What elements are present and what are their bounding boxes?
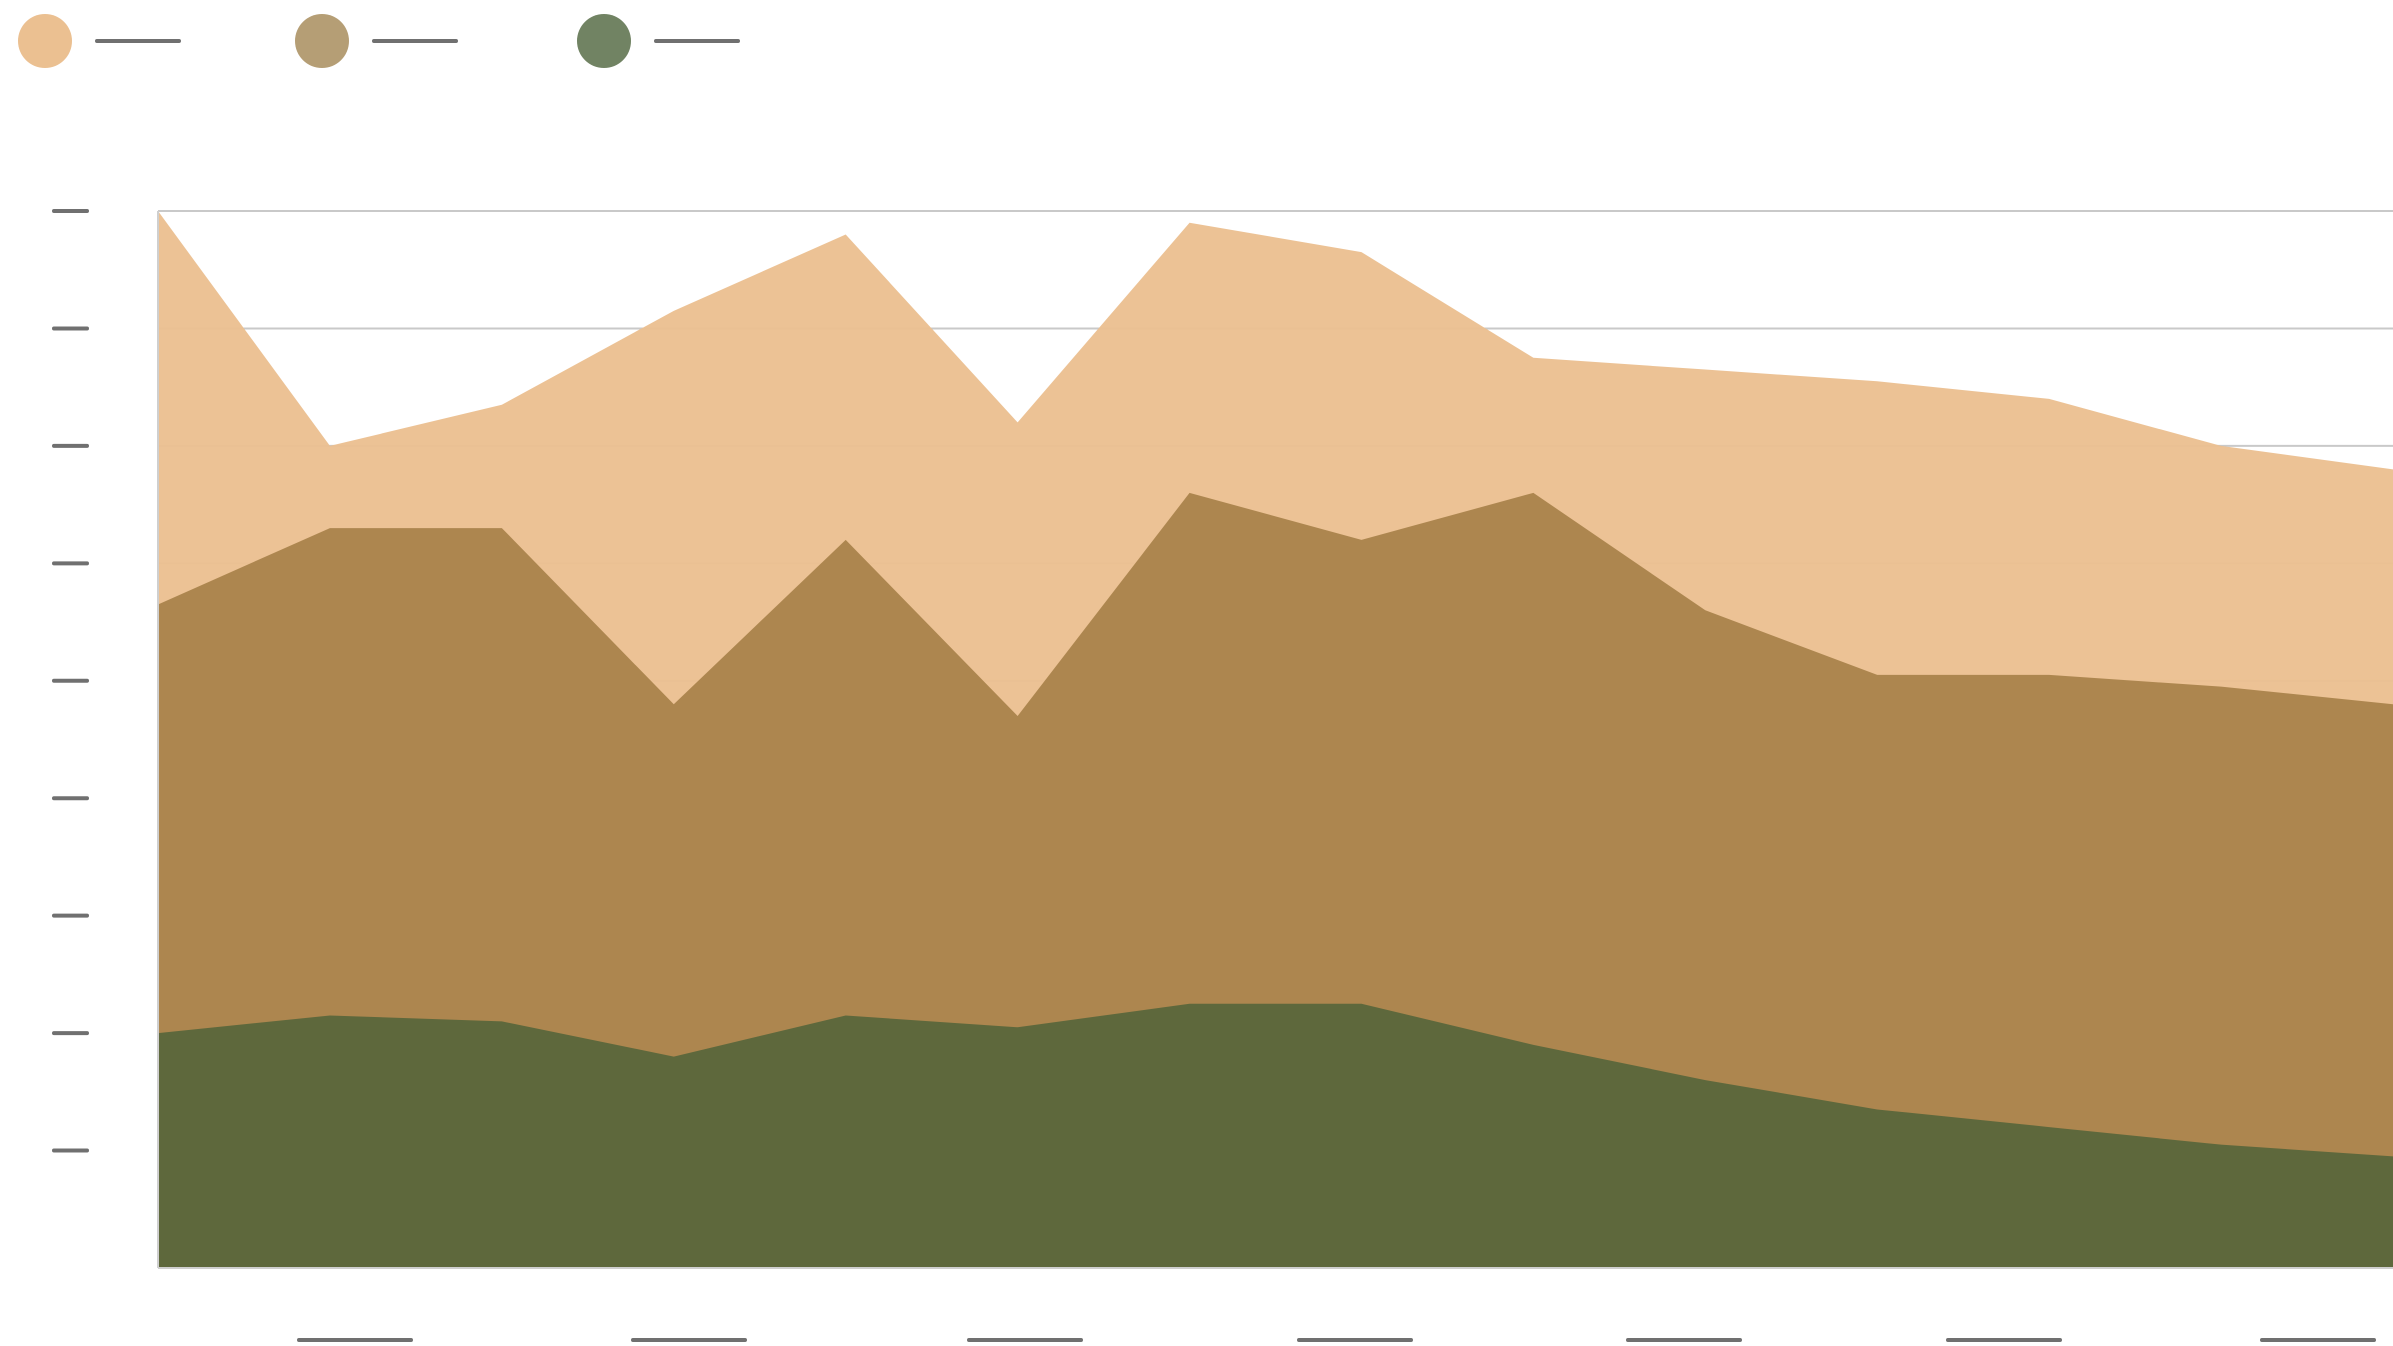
legend-swatch <box>577 14 631 68</box>
series-area-3 <box>158 1003 2393 1268</box>
legend-item <box>18 14 181 68</box>
legend-swatch <box>295 14 349 68</box>
y-axis-ticks <box>52 209 89 1153</box>
legend-swatch <box>18 14 72 68</box>
series-areas <box>158 211 2393 1268</box>
legend-item <box>295 14 458 68</box>
axes <box>157 211 2393 1269</box>
legend-item <box>577 14 740 68</box>
legend <box>18 14 740 68</box>
